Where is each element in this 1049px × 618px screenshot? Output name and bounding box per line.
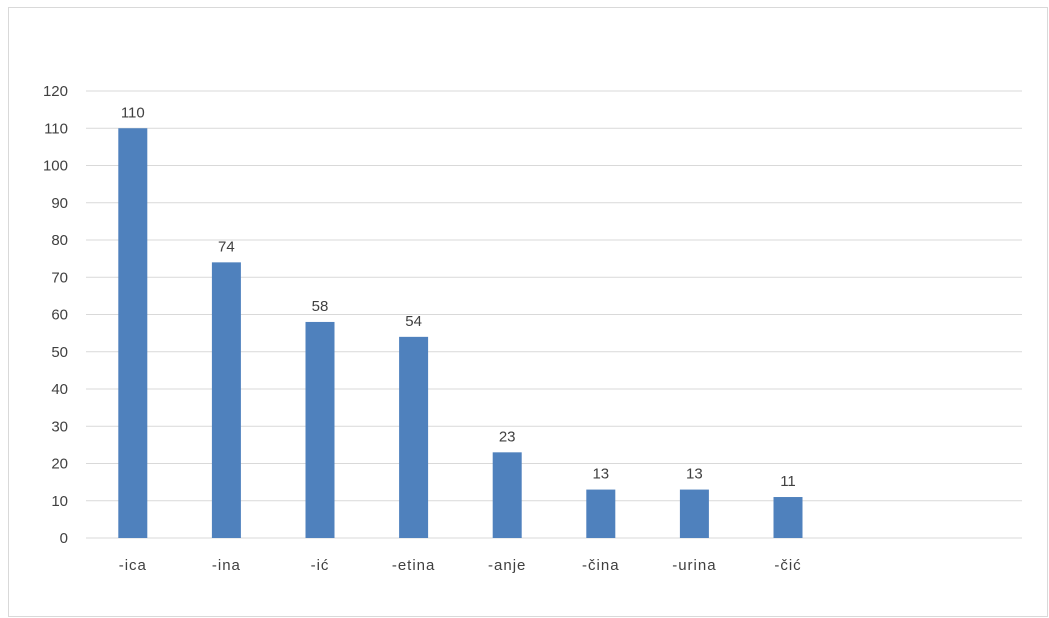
bars [118,128,803,538]
y-axis-tick-labels: 0 10 20 30 40 50 60 70 80 90 100 110 120 [43,83,68,547]
y-tick-label: 20 [51,456,68,473]
x-category-label-2: -ić [311,557,330,574]
x-category-label-6: -urina [672,557,716,574]
x-category-label-0: -ica [119,557,147,574]
y-tick-label: 50 [51,344,68,361]
y-tick-label: 80 [51,232,68,249]
chart-frame [8,7,1048,617]
bar-7 [773,497,803,538]
x-axis-category-labels: -ica -ina -ić -etina -anje -čina -urina -čić [119,557,801,574]
gridlines [86,90,1022,539]
x-category-label-1: -ina [212,557,241,574]
x-category-label-5: -čina [582,557,620,574]
x-category-label-3: -etina [392,557,436,574]
data-label-3: 54 [405,313,422,330]
y-tick-label: 120 [43,83,68,100]
bar-0 [118,128,148,538]
y-tick-label: 90 [51,195,68,212]
y-tick-label: 40 [51,381,68,398]
y-tick-label: 100 [43,158,68,175]
y-tick-label: 70 [51,269,68,286]
y-tick-label: 0 [60,530,68,547]
data-label-5: 13 [592,466,609,483]
data-label-4: 23 [499,428,516,445]
y-tick-label: 10 [51,493,68,510]
y-tick-label: 60 [51,307,68,324]
data-label-1: 74 [218,238,235,255]
data-label-6: 13 [686,466,703,483]
bar-2 [305,321,335,538]
data-label-0: 110 [121,104,145,121]
data-label-2: 58 [312,298,329,315]
bar-5 [586,489,616,538]
x-category-label-7: -čić [774,557,801,574]
data-labels: 110 74 58 54 23 13 13 11 [121,104,796,490]
y-tick-label: 110 [44,120,68,137]
bar-6 [679,489,709,538]
bar-1 [211,262,241,538]
x-category-label-4: -anje [488,557,526,574]
bar-3 [399,336,429,538]
y-tick-label: 30 [51,418,68,435]
bar-4 [492,452,522,538]
data-label-7: 11 [780,473,796,490]
